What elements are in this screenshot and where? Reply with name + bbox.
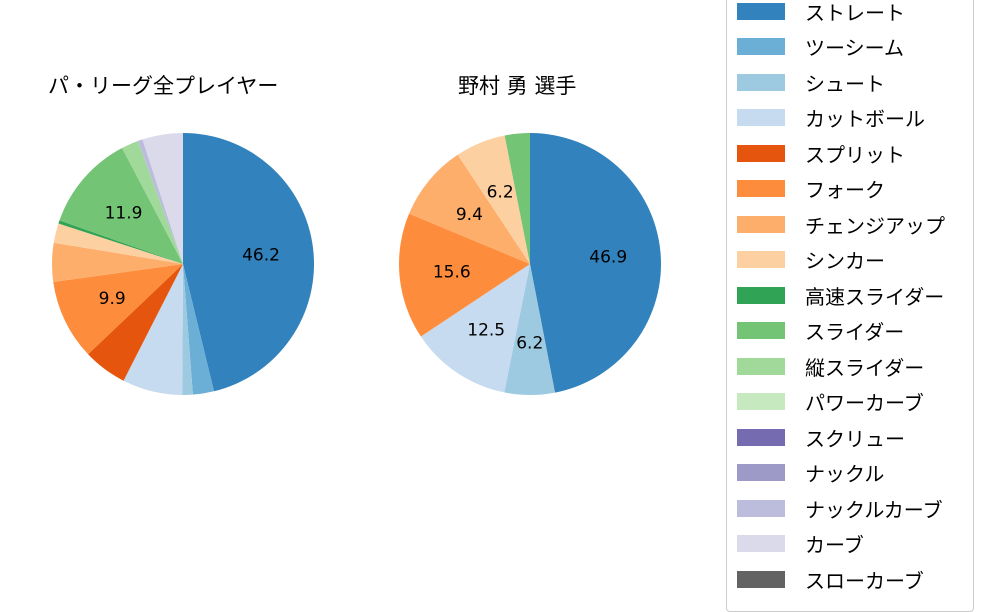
legend-label: ストレート [805, 0, 905, 25]
legend-swatch [737, 38, 785, 55]
legend-item: ストレート [737, 0, 905, 25]
pie-slice [420, 264, 530, 393]
slice-value-label: 12.5 [467, 320, 505, 340]
pie-slice [88, 264, 183, 381]
pie-slice [53, 264, 183, 355]
right-chart-title: 野村 勇 選手 [458, 74, 577, 98]
left-pie: 46.2 9.9 11.9 [51, 133, 315, 395]
pie-slice [183, 264, 214, 395]
legend-swatch [737, 499, 785, 517]
legend-swatch [737, 286, 785, 304]
pie-slice [399, 213, 530, 337]
legend-swatch [737, 144, 785, 162]
left-chart-title: パ・リーグ全プレイヤー [48, 74, 279, 98]
legend-item: パワーカーブ [737, 388, 924, 416]
legend-swatch [737, 251, 785, 268]
slice-value-label: 46.2 [242, 246, 280, 266]
legend-swatch [737, 215, 785, 233]
legend-item: スローカーブ [737, 565, 924, 593]
legend-item: ナックルカーブ [737, 494, 943, 522]
legend-item: 縦スライダー [737, 352, 924, 380]
pie-slice [504, 133, 530, 264]
pie-slice [530, 133, 661, 393]
pie-slice [137, 139, 183, 264]
legend-item: フォーク [737, 175, 885, 203]
pie-slice [122, 141, 183, 264]
pie-slice [59, 148, 183, 264]
slice-value-label: 15.6 [433, 263, 471, 283]
legend-label: パワーカーブ [805, 391, 924, 415]
legend-swatch [737, 322, 785, 339]
legend-swatch [737, 73, 785, 91]
slice-value-label: 6.2 [516, 334, 543, 354]
legend-item: スクリュー [737, 423, 905, 451]
slice-value-label: 46.9 [589, 247, 627, 267]
legend-swatch [737, 393, 785, 410]
legend-label: スライダー [805, 320, 905, 344]
legend-label: カットボール [805, 107, 925, 131]
legend-label: スプリット [805, 142, 905, 167]
legend-swatch [737, 464, 785, 481]
legend-label: シュート [805, 71, 885, 96]
legend-item: チェンジアップ [737, 210, 945, 238]
pie-slice [58, 220, 183, 264]
legend-item: スライダー [737, 317, 904, 345]
legend-label: シンカー [805, 249, 885, 273]
legend-item: ナックル [737, 459, 884, 487]
legend-label: チェンジアップ [805, 213, 945, 238]
legend-swatch [737, 180, 785, 197]
legend-item: カーブ [737, 530, 864, 558]
pie-slice [51, 242, 183, 283]
slice-value-label: 6.2 [487, 182, 514, 202]
legend-label: フォーク [805, 178, 885, 202]
pie-slice [409, 154, 530, 264]
pie-slice [182, 264, 193, 395]
legend-item: ツーシーム [737, 33, 904, 61]
slice-value-label: 9.4 [456, 205, 483, 225]
legend-item: シュート [737, 68, 885, 96]
legend-item: シンカー [737, 246, 885, 274]
pie-slice [183, 133, 315, 392]
pie-slice [123, 264, 183, 395]
legend-item: 高速スライダー [737, 281, 944, 309]
legend-label: ツーシーム [805, 36, 904, 60]
legend-label: 高速スライダー [805, 284, 945, 309]
right-pie: 46.96.212.515.69.46.2 [399, 133, 661, 395]
legend-label: カーブ [805, 533, 864, 557]
slice-value-label: 11.9 [105, 204, 143, 224]
legend-label: ナックル [805, 462, 885, 486]
legend-swatch [737, 570, 785, 588]
slice-value-label: 9.9 [99, 289, 126, 309]
legend-swatch [737, 357, 785, 375]
legend-label: 縦スライダー [805, 355, 925, 380]
legend: ストレートツーシームシュートカットボール スプリットフォークチェンジアップ シンカー… [726, 0, 974, 612]
pie-slice [504, 264, 555, 395]
pie-slice [142, 133, 183, 264]
legend-item: カットボール [737, 104, 925, 132]
legend-swatch [737, 2, 785, 20]
legend-swatch [737, 109, 785, 126]
pie-slice [457, 135, 530, 264]
pie-slice [53, 223, 183, 264]
legend-label: スクリュー [805, 426, 905, 451]
legend-swatch [737, 428, 785, 446]
legend-label: スローカーブ [805, 568, 924, 593]
legend-item: スプリット [737, 139, 905, 167]
legend-label: ナックルカーブ [805, 497, 943, 522]
legend-swatch [737, 535, 785, 552]
